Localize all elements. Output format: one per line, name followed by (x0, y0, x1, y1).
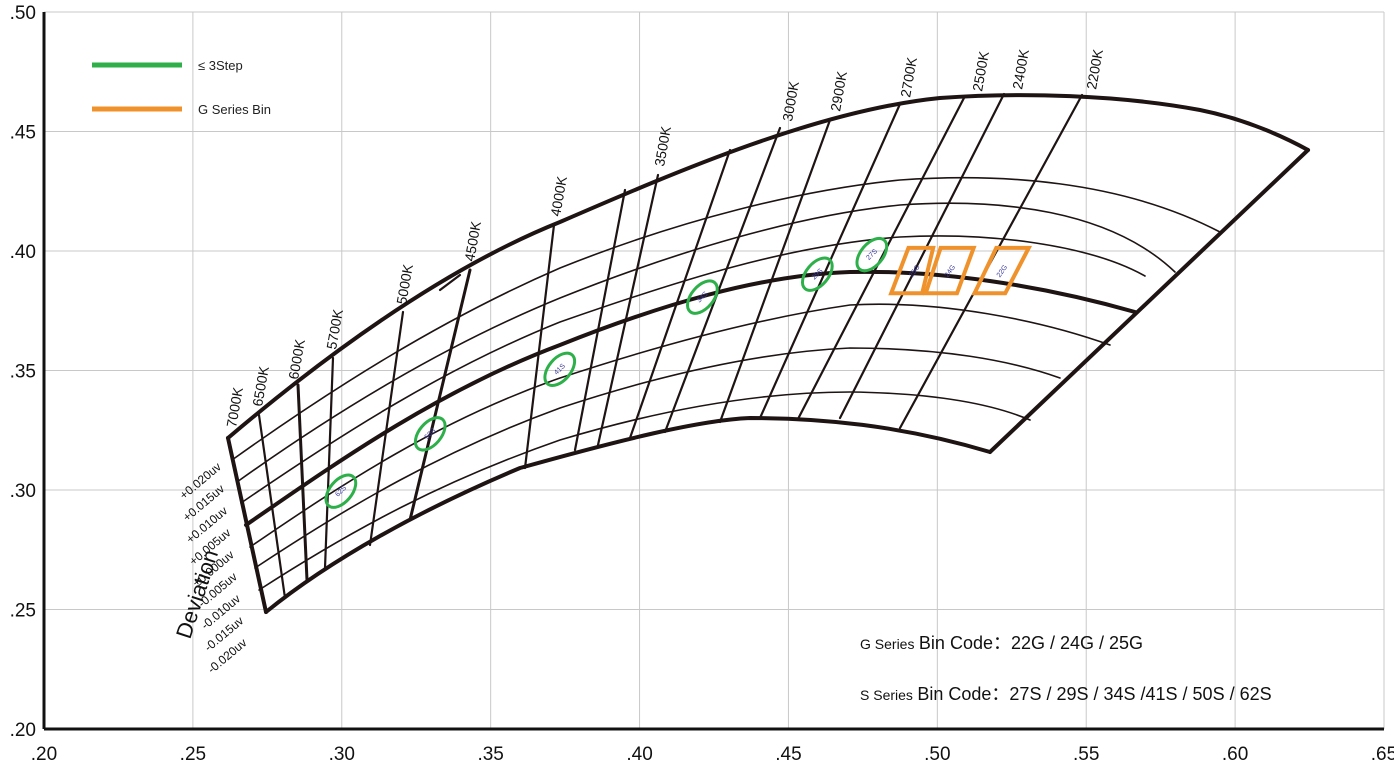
x-tick-labels: .20 .25 .30 .35 .40 .45 .50 .55 .60 .65 (31, 744, 1394, 765)
x-tick-label: .35 (477, 744, 503, 765)
s-bin-label: 41S (553, 363, 567, 377)
cct-label: 5700K (323, 307, 346, 350)
isotherm-3000k (663, 126, 782, 434)
s-bin-label: 50S (424, 427, 438, 441)
deviation-line (231, 176, 1221, 461)
x-tick-label: .25 (180, 744, 206, 765)
isotherm-6500k (257, 413, 287, 600)
deviation-line (240, 235, 1146, 504)
y-tick-label: .45 (10, 123, 36, 144)
isotherm-5000k (368, 310, 405, 547)
isotherm-line (628, 148, 732, 440)
x-tick-label: .20 (31, 744, 57, 765)
deviation-line (254, 347, 1061, 569)
isotherm-5700k (323, 356, 335, 570)
s-series-bin-code-note: S Series Bin Code：27S / 29S / 34S /41S /… (860, 684, 1272, 704)
cct-label: 2200K (1083, 47, 1106, 90)
s-bin-ellipse (413, 416, 447, 452)
g-bin-quad (888, 245, 936, 296)
cct-label: 7000K (223, 385, 246, 428)
y-tick-label: .25 (10, 601, 36, 622)
x-tick-label: .55 (1073, 744, 1099, 765)
s-bin-label: 27S (865, 248, 879, 262)
axes (42, 12, 1384, 731)
s-bin-ellipse (800, 256, 834, 292)
isotherm-2400k (838, 92, 1006, 420)
s-series-prefix: S Series (860, 687, 913, 703)
y-tick-label: .20 (10, 720, 36, 741)
isotherm-4000k (523, 223, 556, 470)
x-tick-label: .50 (924, 744, 950, 765)
g-bin-quad (971, 245, 1033, 296)
cct-label: 6500K (249, 364, 272, 407)
locus-upper-boundary (226, 93, 1310, 440)
s-series-codes: Bin Code：27S / 29S / 34S /41S / 50S / 62… (917, 684, 1271, 704)
g-series-bins: 25G 24G 22G (888, 245, 1033, 296)
cct-label: 4500K (461, 219, 484, 262)
y-tick-label: .35 (10, 362, 36, 383)
x-tick-label: .40 (626, 744, 652, 765)
y-tick-label: .50 (10, 3, 36, 24)
legend: ≤ 3Step G Series Bin (92, 58, 271, 117)
isotherm-6000k (296, 383, 309, 582)
cct-label: 5000K (393, 262, 416, 305)
s-bin-label: 34S (696, 290, 710, 304)
s-bin-label: 62S (334, 484, 348, 498)
cct-label: 2400K (1009, 47, 1032, 90)
isotherm-line (438, 273, 462, 292)
legend-label-3step: ≤ 3Step (198, 58, 243, 73)
s-bin-ellipse (324, 473, 358, 509)
cct-label: 2700K (897, 55, 920, 98)
deviation-line (236, 202, 1176, 483)
legend-label-g-series: G Series Bin (198, 102, 271, 117)
x-tick-label: .30 (329, 744, 355, 765)
cct-labels: 7000K 6500K 6000K 5700K 5000K 4500K 4000K 3500K… (223, 47, 1106, 428)
isotherm-line (573, 188, 627, 452)
g-series-prefix: G Series (860, 636, 914, 652)
isotherm-3500k (596, 173, 660, 447)
y-tick-label: .40 (10, 242, 36, 263)
cct-label: 6000K (285, 337, 308, 380)
cct-label: 3500K (651, 124, 674, 167)
g-bin-label: 25G (908, 264, 921, 279)
isotherm-7000k (226, 436, 268, 614)
planckian-center-line (244, 269, 1137, 527)
planckian-locus-grid (226, 92, 1310, 614)
s-bin-ellipse (543, 351, 577, 387)
grid-lines (44, 11, 1385, 729)
cct-label: 3000K (779, 79, 802, 122)
s-bin-ellipse (686, 279, 719, 315)
g-series-bin-code-note: G Series Bin Code：22G / 24G / 25G (860, 633, 1143, 653)
isotherm-4500k (408, 268, 472, 522)
isotherm-2900k (718, 118, 832, 424)
y-tick-labels: .20 .25 .30 .35 .40 .45 .50 (10, 3, 36, 741)
x-tick-label: .60 (1222, 744, 1248, 765)
y-tick-label: .30 (10, 481, 36, 502)
cct-label: 4000K (547, 174, 570, 217)
cct-label: 2500K (969, 49, 992, 92)
x-tick-label: .45 (775, 744, 801, 765)
g-series-codes: Bin Code：22G / 24G / 25G (919, 633, 1143, 653)
deviation-line (258, 391, 1031, 591)
deviation-line (249, 303, 1111, 548)
g-bin-quad (922, 245, 977, 296)
locus-right-edge (988, 148, 1310, 454)
s-bin-ellipse (855, 236, 889, 273)
cct-label: 2900K (827, 69, 850, 112)
x-tick-label: .65 (1371, 744, 1394, 765)
g-bin-label: 22G (996, 264, 1009, 279)
